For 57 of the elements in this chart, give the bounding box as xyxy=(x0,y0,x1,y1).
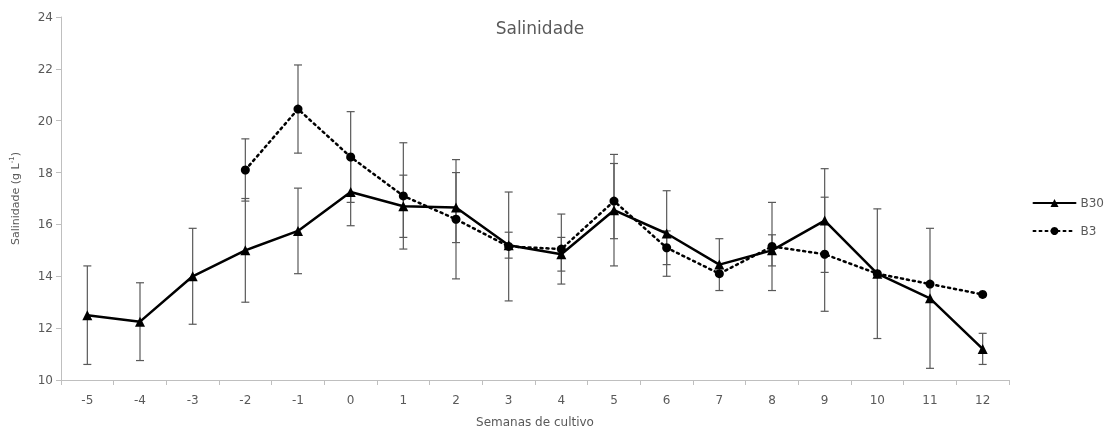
point xyxy=(609,196,619,206)
point xyxy=(82,310,93,321)
point xyxy=(925,279,935,289)
point xyxy=(767,241,777,251)
point xyxy=(925,293,935,304)
x-tick-label: -5 xyxy=(81,393,94,407)
point xyxy=(714,269,724,279)
y-tick-label: 14 xyxy=(37,269,53,284)
legend-label: B30 xyxy=(1080,196,1105,210)
point xyxy=(714,259,725,270)
x-tick-label: 3 xyxy=(504,393,513,407)
x-tick-label: 7 xyxy=(715,393,724,407)
point xyxy=(398,201,409,212)
point xyxy=(819,215,830,226)
point xyxy=(293,104,303,114)
x-tick-label: 12 xyxy=(975,393,991,407)
y-tick-label: 10 xyxy=(37,373,53,387)
x-tick-label: 1 xyxy=(399,393,408,407)
x-tick-label: 5 xyxy=(610,393,618,407)
x-tick-label: 11 xyxy=(922,393,938,407)
x-axis-title: Semanas de cultivo xyxy=(476,415,594,429)
y-tick-label: 24 xyxy=(37,10,53,24)
point xyxy=(135,316,145,327)
point xyxy=(293,225,303,236)
point xyxy=(240,165,250,175)
y-tick-label: 12 xyxy=(37,321,53,336)
x-tick-label: 10 xyxy=(869,393,885,407)
point xyxy=(662,243,672,253)
y-tick-label: 16 xyxy=(37,217,53,232)
y-tick-label: 22 xyxy=(37,61,53,76)
x-tick-label: 6 xyxy=(662,393,671,407)
chart-title: Salinidade xyxy=(495,17,585,38)
x-tick-label: 4 xyxy=(557,393,566,407)
point xyxy=(240,245,251,256)
point xyxy=(820,249,830,259)
point xyxy=(661,228,672,239)
point xyxy=(977,343,988,354)
point xyxy=(187,271,198,282)
point xyxy=(556,244,566,254)
x-tick-label: -1 xyxy=(292,393,304,407)
point xyxy=(978,289,988,299)
x-tick-label: 9 xyxy=(820,393,829,407)
point xyxy=(398,191,408,201)
point xyxy=(346,152,356,162)
x-tick-label: -2 xyxy=(239,393,252,407)
y-tick-label: 20 xyxy=(37,113,53,128)
x-tick-label: -4 xyxy=(134,393,146,407)
point xyxy=(345,187,356,198)
legend-label: B3 xyxy=(1080,224,1097,238)
x-tick-label: 8 xyxy=(768,393,776,407)
x-tick-label: 0 xyxy=(346,393,355,407)
point xyxy=(451,202,461,213)
point xyxy=(609,205,619,216)
x-tick-label: -3 xyxy=(186,393,199,407)
x-tick-label: 2 xyxy=(452,393,460,407)
y-tick-label: 18 xyxy=(37,165,53,180)
point xyxy=(451,214,461,224)
